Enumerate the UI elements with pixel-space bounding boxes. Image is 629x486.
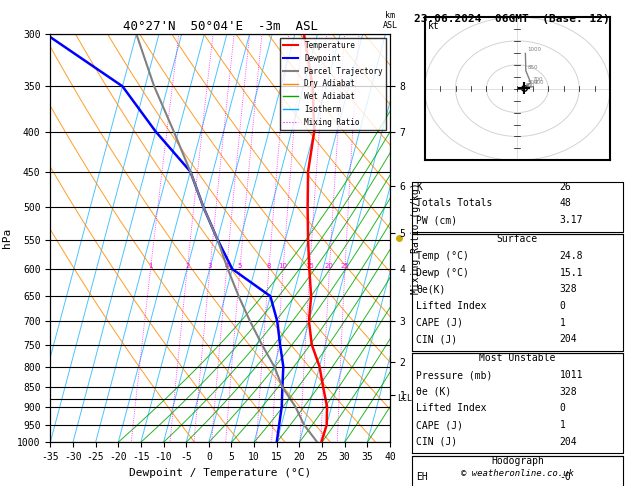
Text: Pressure (mb): Pressure (mb) <box>416 370 493 380</box>
Text: 204: 204 <box>560 334 577 344</box>
Text: K: K <box>416 182 422 192</box>
Text: 1: 1 <box>148 263 153 269</box>
Text: 2: 2 <box>185 263 189 269</box>
Text: © weatheronline.co.uk: © weatheronline.co.uk <box>461 469 574 478</box>
Text: 3: 3 <box>208 263 212 269</box>
Text: 10: 10 <box>279 263 287 269</box>
Text: PW (cm): PW (cm) <box>416 215 457 225</box>
Text: 850: 850 <box>527 65 538 69</box>
Text: Lifted Index: Lifted Index <box>416 403 487 414</box>
Text: kt: kt <box>428 21 440 31</box>
Text: Most Unstable: Most Unstable <box>479 353 555 364</box>
Text: 15.1: 15.1 <box>560 268 583 278</box>
Text: CAPE (J): CAPE (J) <box>416 317 463 328</box>
Text: CIN (J): CIN (J) <box>416 437 457 447</box>
Text: 20: 20 <box>325 263 334 269</box>
Text: Surface: Surface <box>497 234 538 244</box>
Text: 328: 328 <box>560 284 577 294</box>
Text: Totals Totals: Totals Totals <box>416 198 493 208</box>
Text: 15: 15 <box>306 263 314 269</box>
Text: 1000: 1000 <box>527 47 541 52</box>
Y-axis label: hPa: hPa <box>1 228 11 248</box>
Legend: Temperature, Dewpoint, Parcel Trajectory, Dry Adiabat, Wet Adiabat, Isotherm, Mi: Temperature, Dewpoint, Parcel Trajectory… <box>280 38 386 130</box>
Text: 5: 5 <box>238 263 242 269</box>
Text: Temp (°C): Temp (°C) <box>416 251 469 261</box>
Text: 700: 700 <box>532 76 543 82</box>
Text: Hodograph: Hodograph <box>491 456 544 466</box>
Text: 0: 0 <box>560 301 565 311</box>
Text: 328: 328 <box>560 387 577 397</box>
Text: θe(K): θe(K) <box>416 284 445 294</box>
Text: 26: 26 <box>560 182 571 192</box>
Text: 0: 0 <box>560 403 565 414</box>
Text: EH: EH <box>416 472 428 483</box>
Text: CAPE (J): CAPE (J) <box>416 420 463 430</box>
Text: 4: 4 <box>225 263 229 269</box>
Text: 48: 48 <box>560 198 571 208</box>
Text: θe (K): θe (K) <box>416 387 452 397</box>
Y-axis label: Mixing Ratio (g/kg): Mixing Ratio (g/kg) <box>411 182 421 294</box>
X-axis label: Dewpoint / Temperature (°C): Dewpoint / Temperature (°C) <box>129 468 311 478</box>
Text: 1: 1 <box>560 317 565 328</box>
Text: 1: 1 <box>560 420 565 430</box>
Text: 500: 500 <box>528 80 538 85</box>
Text: LCL: LCL <box>397 395 412 403</box>
Text: 204: 204 <box>560 437 577 447</box>
Text: Lifted Index: Lifted Index <box>416 301 487 311</box>
Text: 3.17: 3.17 <box>560 215 583 225</box>
Text: 23.06.2024  06GMT  (Base: 12): 23.06.2024 06GMT (Base: 12) <box>414 14 610 24</box>
Text: 400: 400 <box>534 80 545 86</box>
Text: 1011: 1011 <box>560 370 583 380</box>
Text: Dewp (°C): Dewp (°C) <box>416 268 469 278</box>
Text: 24.8: 24.8 <box>560 251 583 261</box>
Title: 40°27'N  50°04'E  -3m  ASL: 40°27'N 50°04'E -3m ASL <box>123 20 318 33</box>
Text: CIN (J): CIN (J) <box>416 334 457 344</box>
Text: 300: 300 <box>525 83 535 87</box>
Text: 8: 8 <box>267 263 271 269</box>
Text: 25: 25 <box>340 263 349 269</box>
Text: -0: -0 <box>560 472 571 483</box>
Text: km
ASL: km ASL <box>382 11 398 30</box>
